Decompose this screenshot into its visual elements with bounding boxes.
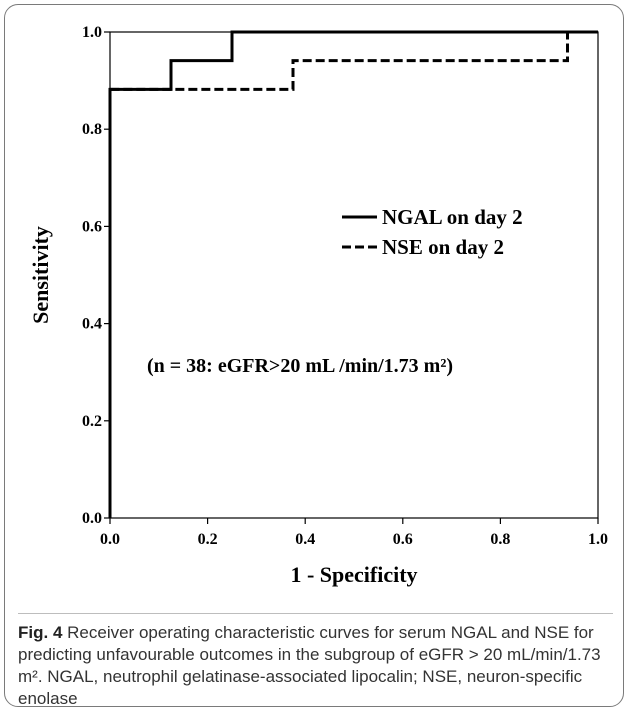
series-layer (108, 30, 598, 518)
y-tick-label: 0.6 (82, 218, 102, 235)
annotation-text: (n = 38: eGFR>20 mL /min/1.73 m²) (147, 355, 453, 377)
y-tick-label: 0.0 (82, 510, 102, 527)
legend: NGAL on day 2 NSE on day 2 (342, 205, 523, 259)
y-axis-label: Sensitivity (28, 226, 53, 324)
caption-label: Fig. 4 (18, 623, 63, 642)
x-tick-label: 1.0 (588, 531, 608, 548)
y-axis-ticks: 0.0 0.2 0.4 0.6 0.8 1.0 (82, 24, 110, 527)
series-line-nse (108, 30, 598, 518)
caption-text: Receiver operating characteristic curves… (18, 623, 601, 708)
roc-chart: 0.0 0.2 0.4 0.6 0.8 1.0 0.0 0.2 0.4 0.6 0.8 1.0 NG… (28, 24, 608, 587)
legend-label-nse: NSE on day 2 (382, 235, 504, 259)
y-tick-label: 1.0 (82, 24, 102, 41)
x-tick-label: 0.0 (100, 531, 120, 548)
x-tick-label: 0.2 (198, 531, 218, 548)
x-tick-label: 0.8 (490, 531, 510, 548)
x-tick-label: 0.6 (393, 531, 413, 548)
y-tick-label: 0.2 (82, 413, 102, 430)
legend-label-ngal: NGAL on day 2 (382, 205, 523, 229)
x-axis-label: 1 - Specificity (290, 562, 417, 587)
figure-caption: Fig. 4 Receiver operating characteristic… (18, 613, 613, 710)
y-tick-label: 0.8 (82, 121, 102, 138)
plot-area (109, 31, 599, 519)
y-tick-label: 0.4 (82, 316, 102, 333)
series-line-ngal (108, 30, 598, 518)
x-axis-ticks: 0.0 0.2 0.4 0.6 0.8 1.0 (100, 518, 608, 548)
x-tick-label: 0.4 (295, 531, 315, 548)
